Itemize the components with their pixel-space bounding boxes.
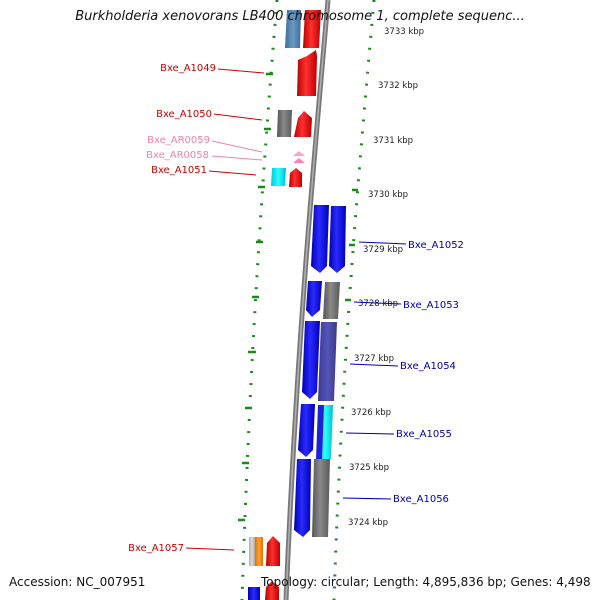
scale-tick: 3725 kbp — [349, 463, 389, 473]
gene-label: Bxe_A1056 — [393, 494, 449, 505]
gene-label: Bxe_A1054 — [400, 361, 456, 372]
reverse-strand-features — [294, 205, 346, 537]
scale-tick: 3726 kbp — [351, 408, 391, 418]
feature-orange — [255, 537, 263, 566]
feature-cyan — [271, 168, 286, 186]
gene-label: Bxe_A1055 — [396, 429, 452, 440]
gene-arrow-forward — [303, 10, 321, 48]
gene-arrow-reverse — [306, 281, 322, 317]
gene-label: Bxe_A1050 — [156, 109, 212, 120]
scale-tick: 3731 kbp — [373, 136, 413, 146]
gene-label: Bxe_A1057 — [128, 543, 184, 554]
scale-tick: 3729 kbp — [363, 245, 403, 255]
gene-other — [312, 459, 330, 537]
gene-arrow-forward — [289, 168, 302, 187]
gene-arrow-reverse — [302, 321, 320, 399]
gene-other — [277, 110, 292, 137]
gene-other — [323, 282, 340, 319]
genome-summary-text: Topology: circular; Length: 4,895,836 bp… — [261, 575, 591, 589]
gene-arrow-reverse — [329, 206, 346, 273]
page-title: Burkholderia xenovorans LB400 chromosome… — [75, 9, 525, 24]
gene-labels: Bxe_A1049 Bxe_A1050 Bxe_AR0059 Bxe_AR005… — [128, 63, 464, 554]
scale-tick: 3730 kbp — [368, 190, 408, 200]
gene-arrow-reverse — [316, 405, 324, 459]
gene-label: Bxe_AR0059 — [147, 135, 210, 146]
gene-label: Bxe_A1052 — [408, 240, 464, 251]
feature-lightgray — [249, 537, 255, 566]
genome-backbone — [283, 0, 331, 600]
scale-ticks: 3733 kbp 3732 kbp 3731 kbp 3730 kbp 3729… — [348, 27, 424, 528]
gene-arrow-reverse — [311, 205, 329, 273]
scale-tick: 3732 kbp — [378, 81, 418, 91]
gene-label: Bxe_A1053 — [403, 300, 459, 311]
gc-content-ring — [238, 0, 376, 600]
feature-slate — [318, 322, 337, 401]
scale-tick: 3727 kbp — [354, 354, 394, 364]
gene-arrow-reverse — [248, 587, 260, 600]
gene-arrow-forward — [265, 581, 279, 600]
gene-arrow-forward — [266, 536, 280, 566]
gene-label: Bxe_A1049 — [160, 63, 216, 74]
gene-arrow-forward — [294, 111, 312, 137]
gene-arrow-reverse — [298, 404, 315, 457]
gene-label: Bxe_AR0058 — [146, 150, 209, 161]
rna-feature — [293, 158, 305, 163]
scale-tick: 3724 kbp — [348, 518, 388, 528]
feature-steel — [285, 10, 301, 48]
scale-tick: 3733 kbp — [384, 27, 424, 37]
gene-label: Bxe_A1051 — [151, 165, 207, 176]
gene-arrow-forward — [297, 50, 317, 96]
gene-arrow-reverse — [294, 459, 311, 537]
forward-strand-features — [248, 10, 321, 600]
scale-tick: 3728 kbp — [358, 299, 398, 309]
label-leaders — [185, 68, 407, 551]
accession-text: Accession: NC_007951 — [9, 575, 146, 589]
rna-feature — [293, 151, 305, 156]
